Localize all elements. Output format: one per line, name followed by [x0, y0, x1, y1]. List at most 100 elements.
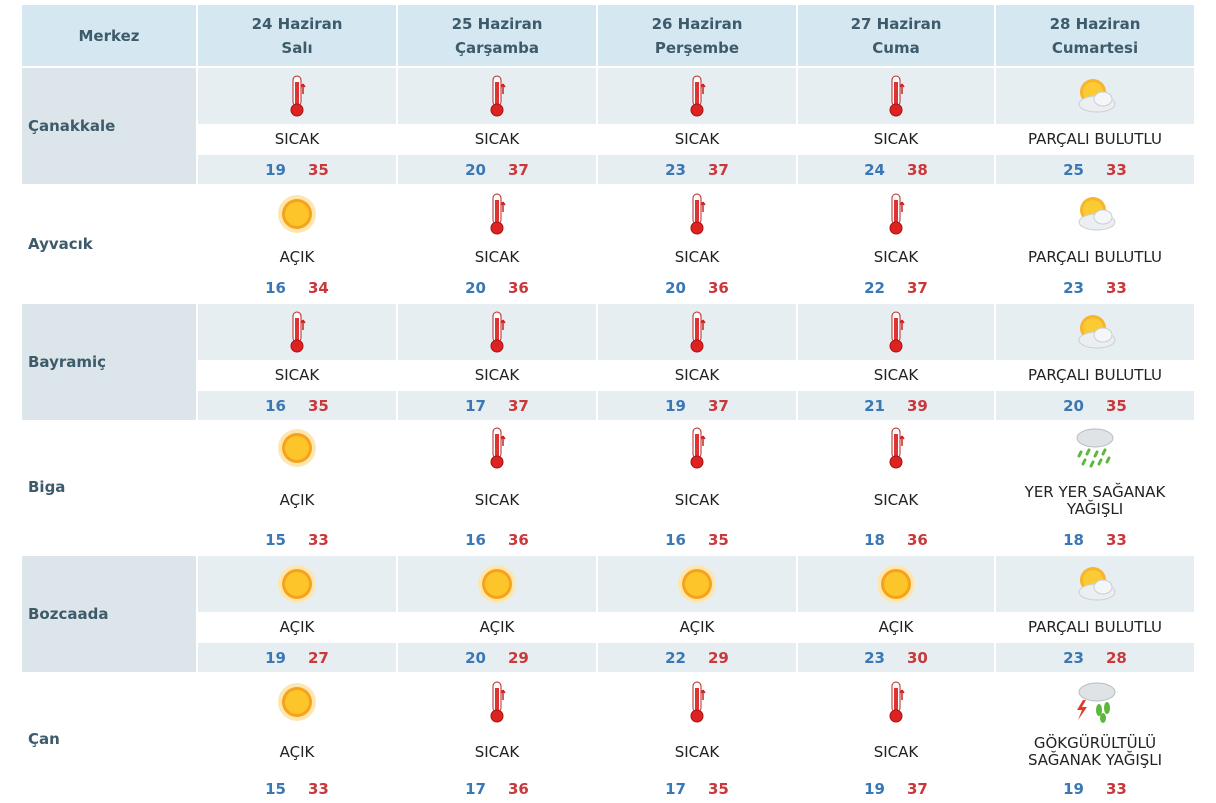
condition: SICAK — [873, 491, 919, 509]
header-day: Cumartesi — [1051, 38, 1139, 57]
min-temp: 19 — [265, 648, 286, 667]
city-cell: Çanakkale — [22, 68, 196, 184]
max-temp: 30 — [907, 648, 928, 667]
condition-box: SICAK — [598, 476, 796, 525]
condition: SICAK — [474, 130, 520, 148]
condition: SICAK — [674, 742, 720, 761]
forecast-cell: SICAK 23 37 — [598, 68, 796, 184]
max-temp: 33 — [1106, 530, 1127, 549]
temperatures: 23 37 — [598, 155, 796, 184]
condition: AÇIK — [279, 248, 315, 266]
condition-box: YER YER SAĞANAK YAĞIŞLI — [996, 476, 1194, 525]
min-temp: 23 — [1063, 278, 1084, 297]
condition: SICAK — [474, 248, 520, 266]
max-temp: 35 — [708, 779, 729, 798]
weather-icon — [996, 186, 1194, 242]
max-temp: 28 — [1106, 648, 1127, 667]
weather-icon — [798, 304, 994, 360]
header-cell: 28 Haziran Cumartesi — [996, 5, 1194, 66]
condition-box: SICAK — [598, 124, 796, 155]
condition: SICAK — [274, 130, 320, 148]
header-date: 24 Haziran — [251, 14, 343, 33]
max-temp: 38 — [907, 160, 928, 179]
temperatures: 16 35 — [598, 525, 796, 554]
temperatures: 18 36 — [798, 525, 994, 554]
forecast-cell: SICAK 17 35 — [598, 674, 796, 803]
temperatures: 20 29 — [398, 643, 596, 672]
min-temp: 23 — [1063, 648, 1084, 667]
forecast-cell: AÇIK 23 30 — [798, 556, 994, 672]
weather-icon — [398, 674, 596, 730]
max-temp: 37 — [907, 278, 928, 297]
condition-box: SICAK — [598, 730, 796, 774]
forecast-cell: AÇIK 16 34 — [198, 186, 396, 302]
condition-box: PARÇALI BULUTLU — [996, 612, 1194, 643]
temperatures: 23 28 — [996, 643, 1194, 672]
min-temp: 17 — [665, 779, 686, 798]
min-temp: 20 — [465, 278, 486, 297]
condition-box: PARÇALI BULUTLU — [996, 360, 1194, 391]
condition: SICAK — [873, 742, 919, 761]
condition: PARÇALI BULUTLU — [1028, 248, 1162, 266]
min-temp: 24 — [864, 160, 885, 179]
temperatures: 22 37 — [798, 273, 994, 302]
city-name: Bozcaada — [28, 605, 109, 623]
city-name: Bayramiç — [28, 353, 107, 371]
header-date: 25 Haziran — [451, 14, 543, 33]
header-day: Perşembe — [654, 38, 740, 57]
weather-icon — [398, 68, 596, 124]
condition-box: AÇIK — [198, 730, 396, 774]
temperatures: 23 33 — [996, 273, 1194, 302]
max-temp: 33 — [308, 779, 329, 798]
weather-icon — [798, 186, 994, 242]
min-temp: 19 — [265, 160, 286, 179]
city-cell: Çan — [22, 674, 196, 803]
header-cell: 24 Haziran Salı — [198, 5, 396, 66]
city-cell: Biga — [22, 420, 196, 554]
min-temp: 19 — [665, 396, 686, 415]
temperatures: 22 29 — [598, 643, 796, 672]
condition-box: SICAK — [798, 360, 994, 391]
forecast-cell: AÇIK 22 29 — [598, 556, 796, 672]
condition: AÇIK — [679, 618, 715, 636]
condition-box: SICAK — [398, 242, 596, 273]
temperatures: 24 38 — [798, 155, 994, 184]
condition: SICAK — [674, 491, 720, 509]
city-name: Ayvacık — [28, 235, 93, 253]
weather-icon — [198, 556, 396, 612]
temperatures: 17 35 — [598, 774, 796, 803]
min-temp: 25 — [1063, 160, 1084, 179]
forecast-cell: PARÇALI BULUTLU 23 33 — [996, 186, 1194, 302]
max-temp: 27 — [308, 648, 329, 667]
weather-icon — [198, 304, 396, 360]
max-temp: 34 — [308, 278, 329, 297]
max-temp: 35 — [308, 160, 329, 179]
weather-icon — [398, 420, 596, 476]
temperatures: 16 36 — [398, 525, 596, 554]
min-temp: 16 — [265, 396, 286, 415]
condition-box: SICAK — [398, 124, 596, 155]
city-cell: Bayramiç — [22, 304, 196, 420]
min-temp: 21 — [864, 396, 885, 415]
max-temp: 35 — [308, 396, 329, 415]
condition: SICAK — [674, 366, 720, 384]
header-label: Merkez — [78, 26, 140, 45]
max-temp: 37 — [708, 160, 729, 179]
condition-box: SICAK — [198, 124, 396, 155]
temperatures: 19 37 — [798, 774, 994, 803]
forecast-cell: AÇIK 20 29 — [398, 556, 596, 672]
min-temp: 23 — [665, 160, 686, 179]
min-temp: 20 — [465, 648, 486, 667]
condition: PARÇALI BULUTLU — [1028, 618, 1162, 636]
condition-box: GÖKGÜRÜLTÜLÜ SAĞANAK YAĞIŞLI — [996, 730, 1194, 774]
weather-icon — [598, 556, 796, 612]
max-temp: 29 — [708, 648, 729, 667]
condition-box: SICAK — [398, 730, 596, 774]
condition-box: SICAK — [798, 242, 994, 273]
condition-box: SICAK — [598, 242, 796, 273]
condition-box: SICAK — [598, 360, 796, 391]
forecast-cell: SICAK 16 36 — [398, 420, 596, 554]
weather-icon — [198, 186, 396, 242]
condition-box: SICAK — [798, 730, 994, 774]
header-day: Cuma — [872, 38, 920, 57]
